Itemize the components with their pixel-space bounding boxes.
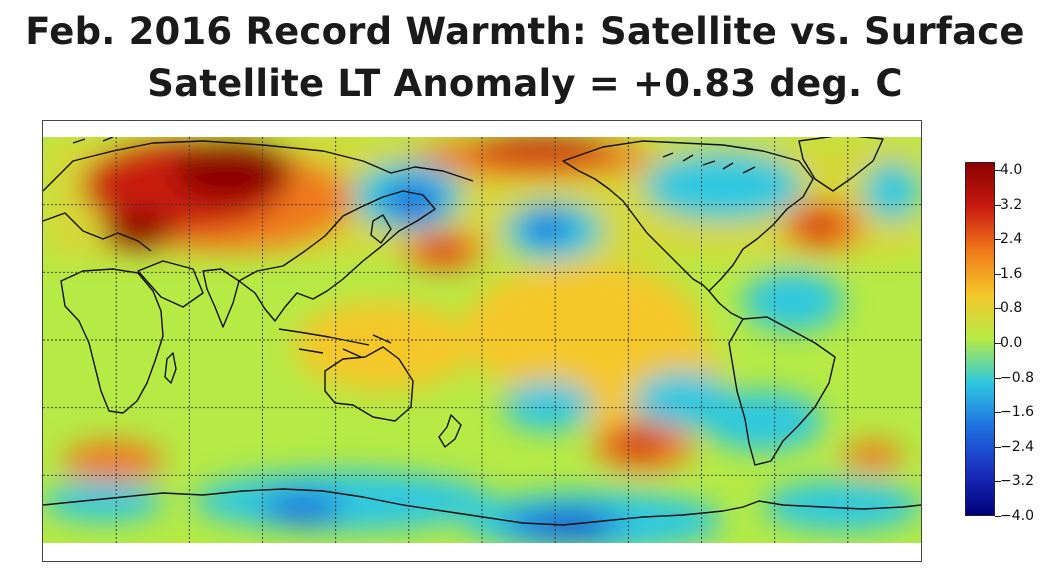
map-title: Feb. 2016 Record Warmth: Satellite vs. S… — [25, 10, 1025, 53]
coastline-australia — [324, 346, 414, 422]
map-subtitle: Satellite LT Anomaly = +0.83 deg. C — [147, 62, 903, 105]
anomaly-region — [763, 481, 921, 531]
anomaly-region — [473, 137, 613, 165]
coastline-central-america — [708, 290, 744, 320]
anomaly-map — [42, 120, 922, 562]
anomaly-region — [193, 471, 493, 531]
coastline-east-asia — [238, 190, 436, 322]
anomaly-region — [543, 517, 603, 537]
coastline-new-zealand — [438, 414, 462, 448]
colorbar — [965, 162, 995, 516]
coastlines — [43, 137, 921, 526]
colorbar-tick-label: 3.2 — [1000, 196, 1023, 213]
anomaly-region — [613, 429, 663, 455]
anomaly-region — [103, 211, 173, 251]
anomaly-region — [703, 391, 823, 451]
anomaly-region — [43, 481, 163, 521]
colorbar-tick — [995, 204, 1001, 206]
anomaly-map-canvas — [43, 137, 921, 543]
coastline-madagascar — [164, 352, 177, 384]
coastline-india — [202, 268, 240, 328]
colorbar-tick — [995, 170, 1001, 171]
anomaly-region — [293, 301, 473, 391]
colorbar-tick — [995, 239, 1001, 241]
anomaly-region — [863, 161, 921, 221]
coastline-indonesia — [278, 328, 392, 358]
anomaly-region — [263, 493, 343, 523]
coastline-arabia — [137, 260, 204, 308]
coastline-arctic-islands — [72, 137, 756, 174]
colorbar-tick-label: 0.0 — [1000, 335, 1023, 351]
anomaly-region — [643, 151, 803, 221]
coastline-europe — [43, 212, 152, 252]
colorbar-tick — [995, 481, 1001, 483]
colorbar-tick-label: −2.4 — [1000, 438, 1034, 455]
colorbar-tick — [995, 446, 1001, 448]
anomaly-region — [63, 441, 163, 481]
colorbar-tick — [995, 343, 1001, 344]
colorbar-tick-label: −1.6 — [1000, 404, 1034, 421]
coastline-south-america — [728, 316, 836, 466]
colorbar-tick-label: 4.0 — [1000, 162, 1023, 178]
coastline-eurasia-north — [43, 140, 474, 192]
anomaly-region — [383, 181, 443, 221]
colorbar-tick-label: −4.0 — [1000, 508, 1034, 524]
coastline-japan — [370, 214, 392, 244]
colorbar-tick — [995, 308, 1001, 310]
coastline-greenland — [798, 137, 884, 192]
colorbar-tick-label: 2.4 — [1000, 231, 1023, 248]
anomaly-region — [173, 141, 293, 201]
anomaly-region — [523, 213, 573, 243]
anomaly-region — [743, 271, 843, 331]
colorbar-tick — [995, 412, 1001, 414]
coastline-antarctica — [43, 488, 921, 526]
colorbar-tick-label: −0.8 — [1000, 369, 1034, 386]
colorbar-tick-label: 0.8 — [1000, 300, 1023, 317]
anomaly-region — [798, 213, 838, 239]
anomaly-region — [423, 239, 463, 259]
colorbar-tick-label: 1.6 — [1000, 265, 1023, 282]
colorbar-tick — [995, 516, 1001, 517]
anomaly-region — [503, 381, 593, 431]
anomaly-region — [843, 441, 903, 471]
colorbar-tick — [995, 273, 1001, 275]
colorbar-tick-label: −3.2 — [1000, 473, 1034, 490]
coastline-africa — [60, 268, 164, 414]
colorbar-tick — [995, 377, 1001, 379]
